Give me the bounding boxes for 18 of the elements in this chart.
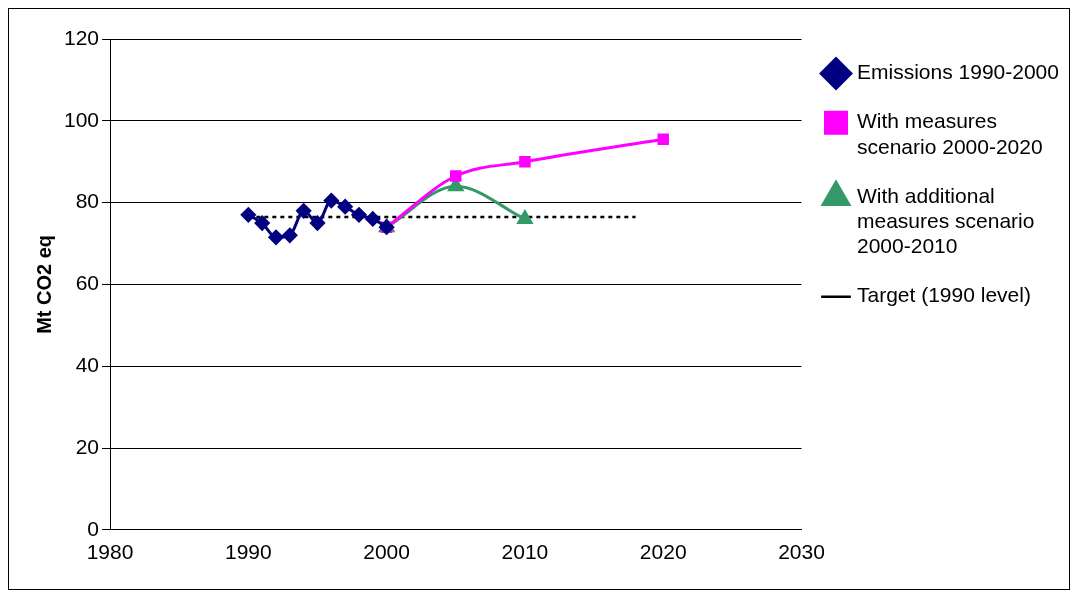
x-tick-label: 2000	[363, 540, 410, 564]
x-tick-label: 2030	[778, 540, 825, 564]
y-tick-label: 80	[75, 189, 100, 213]
legend-label: With additional measures scenario 2000-2010	[857, 183, 1035, 258]
x-tick-label: 1990	[224, 540, 272, 564]
y-tick-label: 60	[75, 271, 100, 295]
y-tick-label: 0	[87, 516, 100, 540]
legend-label: Emissions 1990-2000	[857, 60, 1059, 84]
x-tick-label: 2020	[639, 540, 687, 564]
legend-label: Target (1990 level)	[857, 283, 1031, 307]
y-tick-label: 20	[75, 434, 100, 458]
legend-label: With measures scenario 2000-2020	[857, 109, 1043, 158]
y-tick-label: 40	[75, 353, 100, 376]
x-tick-label: 1980	[86, 540, 134, 564]
y-tick-label: 120	[63, 25, 100, 49]
y-tick-label: 100	[63, 107, 100, 131]
x-tick-label: 2010	[501, 540, 549, 564]
y-axis-title: Mt CO2 eq	[32, 234, 55, 334]
